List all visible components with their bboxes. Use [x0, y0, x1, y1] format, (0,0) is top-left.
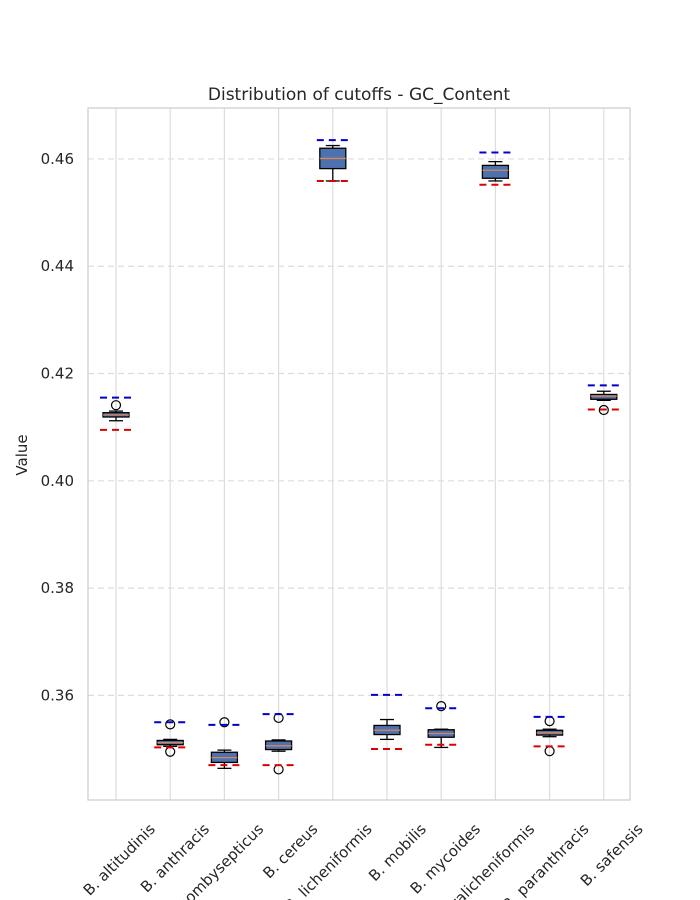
box-group — [479, 151, 512, 186]
flier-point — [110, 400, 122, 411]
box-group — [208, 717, 241, 770]
box-group — [587, 384, 620, 416]
box-group — [262, 712, 295, 775]
flier-point — [436, 701, 447, 712]
y-tick-layer: 0.36 0.38 0.40 0.42 0.44 0.46 — [41, 150, 74, 704]
x-tick-label: B. licheniformis — [281, 820, 376, 900]
y-tick-label: 0.36 — [41, 686, 74, 704]
y-tick-label: 0.38 — [41, 579, 74, 597]
box-group — [371, 693, 403, 751]
box-group — [425, 701, 458, 749]
flier-point — [598, 404, 609, 416]
chart-title: Distribution of cutoffs - GC_Content — [208, 85, 511, 105]
box-layer — [100, 139, 620, 775]
box-group — [100, 396, 132, 431]
flier-point — [165, 719, 176, 730]
box-group — [316, 139, 349, 182]
box-group — [533, 715, 566, 757]
grid-layer — [88, 108, 630, 800]
plot-frame — [87, 107, 631, 801]
box — [481, 164, 510, 179]
flier-point — [219, 717, 230, 728]
box — [590, 393, 618, 400]
y-tick-label: 0.42 — [41, 365, 74, 383]
y-tick-label: 0.46 — [41, 150, 74, 168]
y-tick-label: 0.40 — [41, 472, 74, 490]
y-axis-label: Value — [13, 434, 31, 475]
y-tick-label: 0.44 — [41, 257, 74, 275]
box-group — [154, 719, 187, 757]
